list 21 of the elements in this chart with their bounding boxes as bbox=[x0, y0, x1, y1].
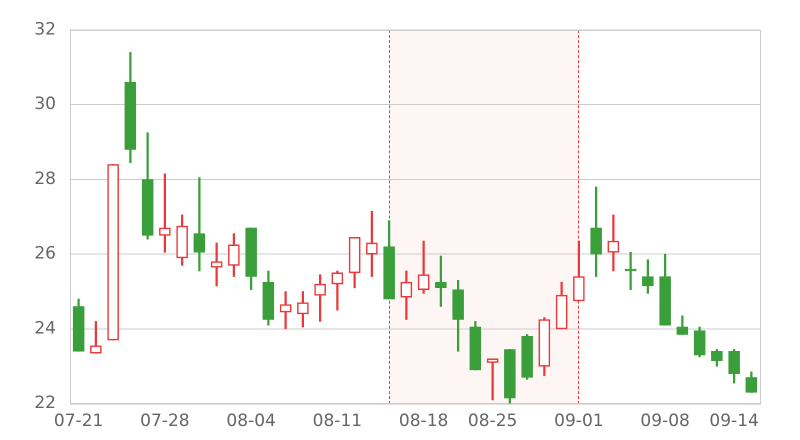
y-tick-label: 32 bbox=[34, 19, 56, 40]
x-tick-label: 08-25 bbox=[468, 411, 518, 432]
y-tick-label: 22 bbox=[34, 393, 56, 414]
candlestick bbox=[159, 174, 171, 253]
candlestick bbox=[210, 242, 222, 286]
x-tick-label: 08-11 bbox=[312, 411, 362, 432]
x-tick-label: 09-01 bbox=[554, 411, 604, 432]
x-tick-label: 07-21 bbox=[54, 411, 104, 432]
candlestick bbox=[366, 210, 378, 277]
candlestick bbox=[486, 358, 498, 400]
x-tick-label: 09-08 bbox=[640, 411, 690, 432]
y-tick-label: 24 bbox=[34, 318, 56, 338]
x-tick-label: 08-18 bbox=[398, 411, 448, 432]
x-tick-label: 08-04 bbox=[226, 411, 276, 432]
x-tick-label: 09-14 bbox=[709, 411, 759, 432]
y-tick-label: 30 bbox=[34, 94, 56, 114]
y-tick-label: 28 bbox=[34, 168, 56, 189]
x-tick-label: 07-28 bbox=[140, 411, 190, 432]
y-tick-label: 26 bbox=[34, 244, 56, 264]
candlestick bbox=[624, 252, 636, 290]
candlestick bbox=[435, 256, 447, 307]
